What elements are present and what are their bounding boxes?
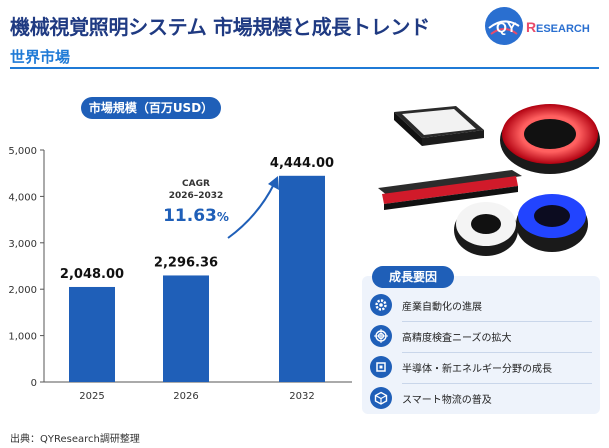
bar-value-label: 2,296.36 [154, 255, 218, 270]
factor-label: 高精度検査ニーズの拡大 [402, 332, 512, 344]
x-tick-label: 2025 [79, 391, 104, 402]
qyresearch-logo: QY R ESEARCH [485, 7, 590, 45]
factor-item-logistics: スマート物流の普及 [370, 384, 594, 412]
x-tick-label: 2032 [289, 391, 314, 402]
y-tick-label: 0 [31, 378, 37, 389]
growth-factors-title: 成長要因 [372, 266, 454, 288]
bar-value-label: 2,048.00 [60, 267, 124, 282]
x-tick-label: 2026 [173, 391, 198, 402]
factor-label: 産業自動化の進展 [402, 301, 482, 313]
cagr-label: CAGR [182, 179, 210, 189]
y-tick-label: 2,000 [8, 285, 37, 296]
logo-text-qy: QY [496, 19, 517, 35]
y-tick-label: 5,000 [8, 146, 37, 157]
factor-item-inspection: 高精度検査ニーズの拡大 [370, 322, 594, 350]
bar [69, 286, 115, 382]
factor-item-automation: 産業自動化の進展 [370, 291, 594, 319]
bar-light-icon [378, 170, 522, 210]
box-icon [370, 387, 392, 409]
cagr-value: 11.63% [163, 206, 229, 226]
factor-label: 半導体・新エネルギー分野の成長 [402, 363, 552, 375]
chip-icon [370, 356, 392, 378]
cagr-arrow-line [227, 183, 275, 239]
divider [402, 352, 592, 353]
page-title: 機械視覚照明システム 市場規模と成長トレンド [10, 15, 430, 39]
divider [402, 383, 592, 384]
bar-value-label: 4,444.00 [270, 156, 334, 171]
source-note: 出典：QYResearch調研整理 [10, 434, 140, 445]
white-ring-light-icon [454, 202, 518, 256]
growth-factors-panel [362, 276, 600, 414]
factor-label: スマート物流の普及 [402, 394, 492, 406]
gear-icon [370, 294, 392, 316]
red-ring-light-icon [500, 104, 600, 174]
y-tick-label: 4,000 [8, 192, 37, 203]
logo-text-r: R [526, 19, 536, 35]
metric-label-pill: 市場規模（百万USD） [81, 97, 221, 119]
cagr-period: 2026–2032 [169, 191, 224, 201]
target-icon [370, 325, 392, 347]
subtitle-underline [10, 67, 599, 69]
market-size-bar-chart: 0 1,000 2,000 3,000 4,000 5,000 2,048.00 2025 2,… [8, 146, 352, 402]
panel-light-icon [394, 106, 484, 146]
factor-item-semiconductor: 半導体・新エネルギー分野の成長 [370, 353, 594, 381]
bar [163, 275, 209, 382]
page-subtitle: 世界市場 [10, 48, 71, 66]
logo-text-esearch: ESEARCH [536, 23, 590, 35]
y-tick-label: 1,000 [8, 332, 37, 343]
y-tick-label: 3,000 [8, 239, 37, 250]
lighting-products-illustration [378, 104, 600, 256]
blue-ring-light-icon [516, 194, 588, 252]
divider [402, 321, 592, 322]
cagr-arrow-head [268, 176, 279, 190]
bar [279, 175, 325, 382]
